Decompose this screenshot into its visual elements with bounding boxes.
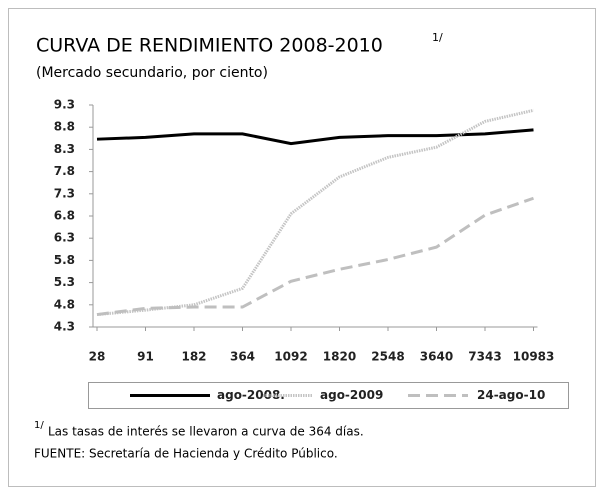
y-tick-label: 9.3 bbox=[54, 98, 75, 112]
x-tick-label: 182 bbox=[181, 350, 206, 364]
y-tick-label: 8.3 bbox=[54, 142, 75, 156]
legend-label: ago-2008. bbox=[217, 388, 285, 402]
x-tick-label: 7343 bbox=[468, 350, 501, 364]
y-tick-label: 7.8 bbox=[54, 164, 75, 178]
chart-subtitle: (Mercado secundario, por ciento) bbox=[36, 65, 268, 81]
note-marker: 1/ bbox=[34, 420, 44, 431]
x-tick-label: 10983 bbox=[513, 350, 555, 364]
y-tick-label: 4.8 bbox=[54, 297, 75, 311]
y-tick-label: 4.3 bbox=[54, 320, 75, 334]
x-tick-label: 28 bbox=[89, 350, 106, 364]
series-line bbox=[96, 196, 534, 317]
x-tick-label: 91 bbox=[137, 350, 154, 364]
y-tick-label: 8.8 bbox=[54, 120, 75, 134]
y-tick-label: 6.8 bbox=[54, 209, 75, 223]
legend-label: 24-ago-10 bbox=[477, 388, 545, 402]
legend-label: ago-2009 bbox=[320, 388, 383, 402]
x-tick-label: 2548 bbox=[371, 350, 404, 364]
note: Las tasas de interés se llevaron a curva… bbox=[48, 425, 364, 439]
y-tick-label: 6.3 bbox=[54, 231, 75, 245]
x-tick-label: 364 bbox=[230, 350, 255, 364]
x-tick-label: 1092 bbox=[274, 350, 307, 364]
x-tick-label: 3640 bbox=[420, 350, 453, 364]
source: FUENTE: Secretaría de Hacienda y Crédito… bbox=[34, 447, 338, 461]
chart-title: CURVA DE RENDIMIENTO 2008-2010 bbox=[36, 35, 383, 57]
title-note: 1/ bbox=[432, 31, 443, 44]
y-tick-label: 5.3 bbox=[54, 275, 75, 289]
y-tick-label: 5.8 bbox=[54, 253, 75, 267]
y-tick-label: 7.3 bbox=[54, 186, 75, 200]
x-tick-label: 1820 bbox=[323, 350, 356, 364]
